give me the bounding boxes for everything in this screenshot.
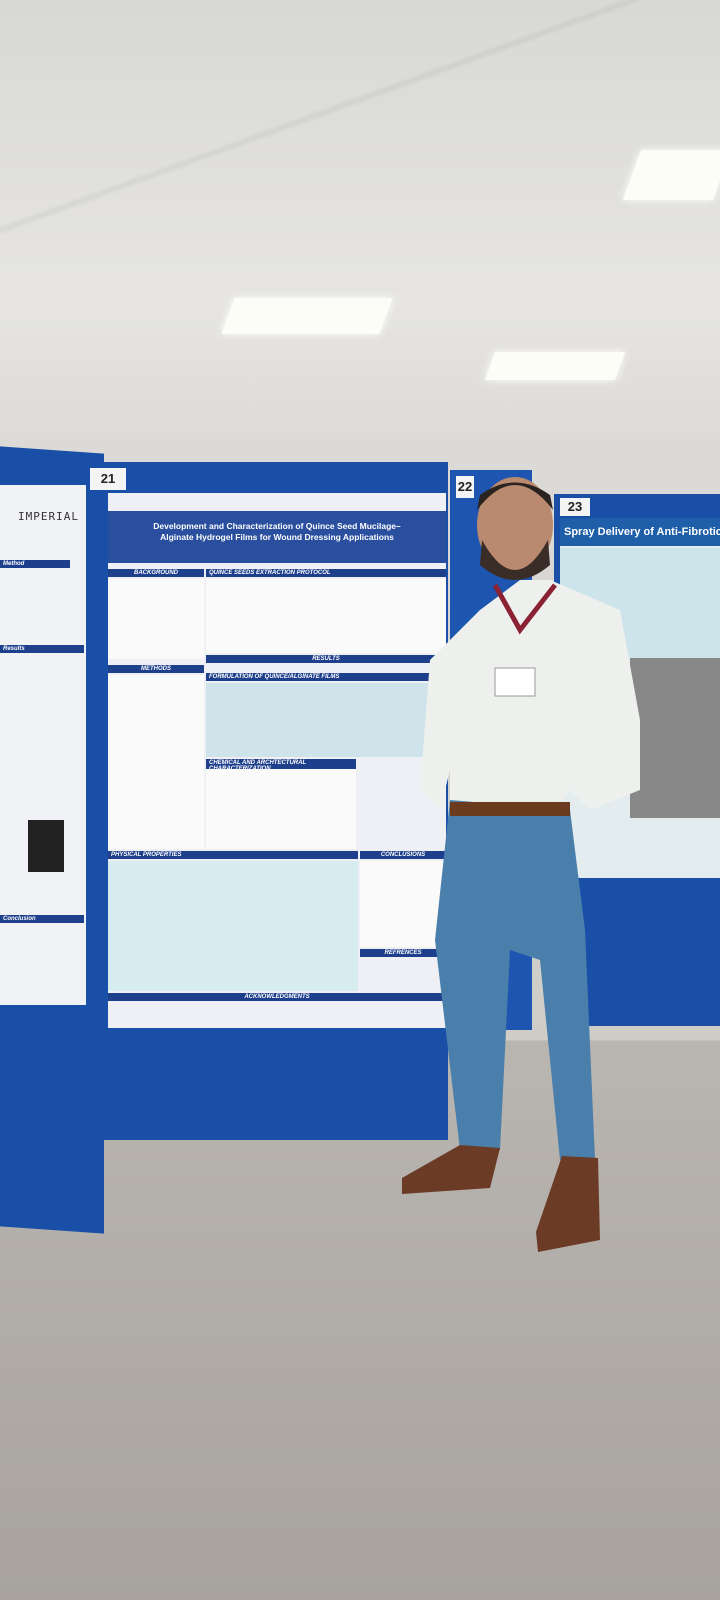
board-number: 23 — [560, 498, 590, 516]
text-block — [108, 675, 204, 849]
section-header: FORMULATION OF QUINCE/ALGINATE FILMS — [206, 673, 446, 681]
section-header: Method — [0, 560, 70, 568]
ceiling-light — [484, 352, 626, 380]
text-block — [360, 861, 446, 947]
section-header: ACKNOWLEDGMENTS — [108, 993, 446, 1001]
section-header: CONCLUSIONS — [360, 851, 446, 859]
ceiling-light — [221, 298, 393, 334]
jeans — [435, 800, 595, 1160]
section-header: METHODS — [108, 665, 204, 673]
section-header: REFRENCES — [360, 949, 446, 957]
poster-banner — [108, 511, 446, 563]
left-poster: IMPERIAL Method Results Conclusion — [0, 485, 88, 1005]
figure — [28, 820, 64, 872]
figure — [630, 658, 720, 818]
shoe — [402, 1145, 500, 1194]
shirt — [420, 580, 640, 820]
badge — [494, 667, 536, 697]
image-block — [206, 579, 446, 653]
section-header: Results — [0, 645, 84, 653]
board-number: 22 — [456, 476, 474, 498]
image-block — [206, 683, 446, 757]
chart-block — [108, 861, 358, 991]
shoe — [536, 1156, 600, 1252]
lanyard — [492, 583, 557, 635]
person — [402, 477, 640, 1252]
belt — [450, 802, 570, 816]
poster-title: Spray Delivery of Anti-Fibrotic P — [560, 518, 720, 546]
ceiling-beam — [0, 0, 720, 300]
section-header: PHYSICAL PROPERTIES — [108, 851, 358, 859]
image-block — [206, 769, 356, 849]
main-poster: Development and Characterization of Quin… — [108, 493, 446, 1028]
beard — [480, 540, 550, 580]
board-number: 21 — [90, 468, 126, 490]
section-header: RESULTS — [206, 655, 446, 663]
head — [477, 477, 553, 573]
section-header: Conclusion — [0, 915, 84, 923]
section-header: BACKGROUND — [108, 569, 204, 577]
text-block — [108, 579, 204, 659]
section-header: QUINCE SEEDS EXTRACTION PROTOCOL — [206, 569, 446, 577]
hair — [477, 482, 553, 510]
poster-title: Development and Characterization of Quin… — [153, 521, 401, 542]
poster-header: IMPERIAL — [18, 510, 79, 523]
